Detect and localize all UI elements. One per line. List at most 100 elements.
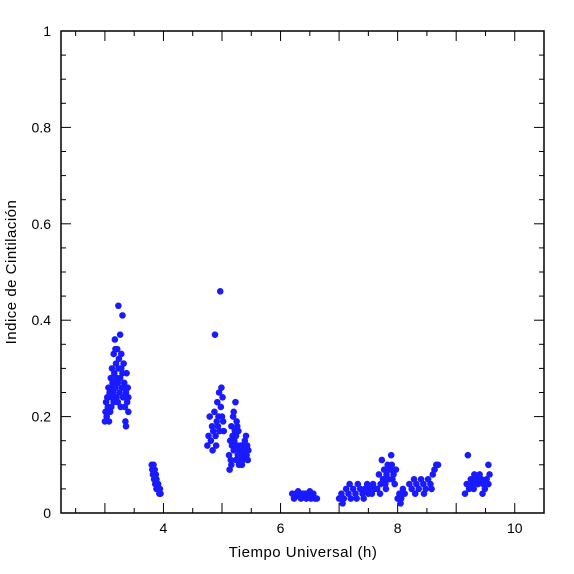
data-point	[157, 490, 164, 498]
data-point	[211, 331, 219, 338]
data-point	[486, 471, 493, 478]
data-point	[378, 456, 386, 464]
data-point	[125, 394, 132, 401]
y-tick-label: 0.2	[32, 409, 52, 425]
data-point	[388, 461, 396, 469]
plot-frame	[60, 30, 545, 514]
data-point	[233, 418, 240, 425]
data-point	[125, 408, 132, 416]
y-tick-label: 0.6	[32, 216, 52, 232]
data-point	[461, 490, 469, 498]
data-point	[346, 480, 353, 488]
y-tick-label: 1	[43, 23, 51, 39]
data-point	[244, 456, 252, 464]
data-point	[122, 422, 130, 430]
data-point	[206, 413, 214, 420]
data-point	[294, 488, 302, 495]
data-point	[382, 480, 389, 488]
data-point	[347, 495, 355, 502]
data-point	[376, 490, 384, 498]
data-point	[153, 485, 160, 493]
data-point	[217, 403, 225, 411]
x-tick-label: 8	[394, 520, 402, 536]
data-point	[434, 461, 442, 469]
data-point	[119, 394, 127, 401]
data-point	[209, 447, 216, 454]
data-point	[479, 490, 486, 498]
x-axis-label: Tiempo Universal (h)	[229, 544, 378, 561]
data-point	[207, 437, 215, 445]
data-point	[118, 350, 125, 358]
data-point	[114, 398, 122, 406]
data-point	[382, 485, 390, 493]
data-point	[228, 422, 235, 430]
data-point	[307, 495, 315, 502]
y-tick-label: 0	[43, 505, 51, 521]
data-point	[150, 471, 157, 478]
data-point	[369, 480, 377, 488]
data-point	[464, 451, 472, 459]
data-point	[119, 312, 126, 319]
data-point	[391, 480, 399, 488]
data-point	[118, 365, 125, 372]
y-tick-label: 0.4	[32, 312, 52, 328]
data-point	[465, 485, 473, 493]
data-point	[365, 490, 372, 498]
data-point	[245, 447, 252, 454]
data-point	[313, 495, 321, 502]
data-point	[375, 471, 383, 478]
data-point	[104, 394, 112, 401]
x-tick-label: 10	[507, 520, 523, 536]
data-point	[232, 398, 239, 406]
data-point	[373, 485, 381, 493]
data-point	[219, 418, 227, 425]
data-point	[112, 345, 119, 353]
data-point	[204, 442, 211, 449]
data-point	[232, 456, 240, 464]
x-tick-label: 4	[160, 520, 168, 536]
data-point	[211, 408, 218, 416]
data-point	[216, 287, 224, 295]
x-tick-label: 6	[277, 520, 285, 536]
data-point	[212, 432, 219, 440]
data-point	[408, 485, 415, 493]
y-tick-label: 0.8	[32, 119, 52, 135]
data-point	[116, 331, 124, 338]
data-point	[218, 384, 225, 391]
data-point	[360, 495, 367, 502]
data-point	[121, 384, 129, 391]
data-point	[111, 336, 119, 343]
data-point	[420, 490, 428, 498]
data-point	[485, 461, 492, 469]
data-point	[110, 379, 118, 387]
data-point	[392, 466, 400, 473]
data-point	[242, 432, 250, 440]
data-point	[220, 427, 228, 435]
data-point	[212, 442, 220, 449]
data-point	[401, 490, 408, 498]
data-point	[397, 500, 404, 507]
data-point	[219, 394, 226, 401]
data-point	[229, 413, 237, 420]
data-point	[214, 398, 221, 406]
data-points	[101, 287, 493, 507]
data-point	[387, 451, 395, 459]
axis-tick-labels: 4 6 8 10 0 0.2 0.4 0.6 0.8 1	[32, 23, 523, 536]
data-point	[301, 490, 309, 498]
data-point	[415, 485, 423, 493]
data-point	[233, 422, 241, 430]
data-point	[123, 369, 130, 377]
data-point	[397, 495, 405, 502]
data-point	[228, 461, 235, 469]
y-axis-label: Indice de Cintilación	[3, 200, 20, 345]
data-point	[339, 500, 346, 507]
data-point	[353, 495, 360, 502]
data-point	[122, 418, 129, 425]
data-point	[105, 418, 113, 425]
data-point	[485, 480, 492, 488]
data-point	[474, 480, 482, 488]
axis-ticks	[61, 30, 545, 514]
data-point	[428, 485, 435, 493]
data-point	[120, 379, 128, 387]
